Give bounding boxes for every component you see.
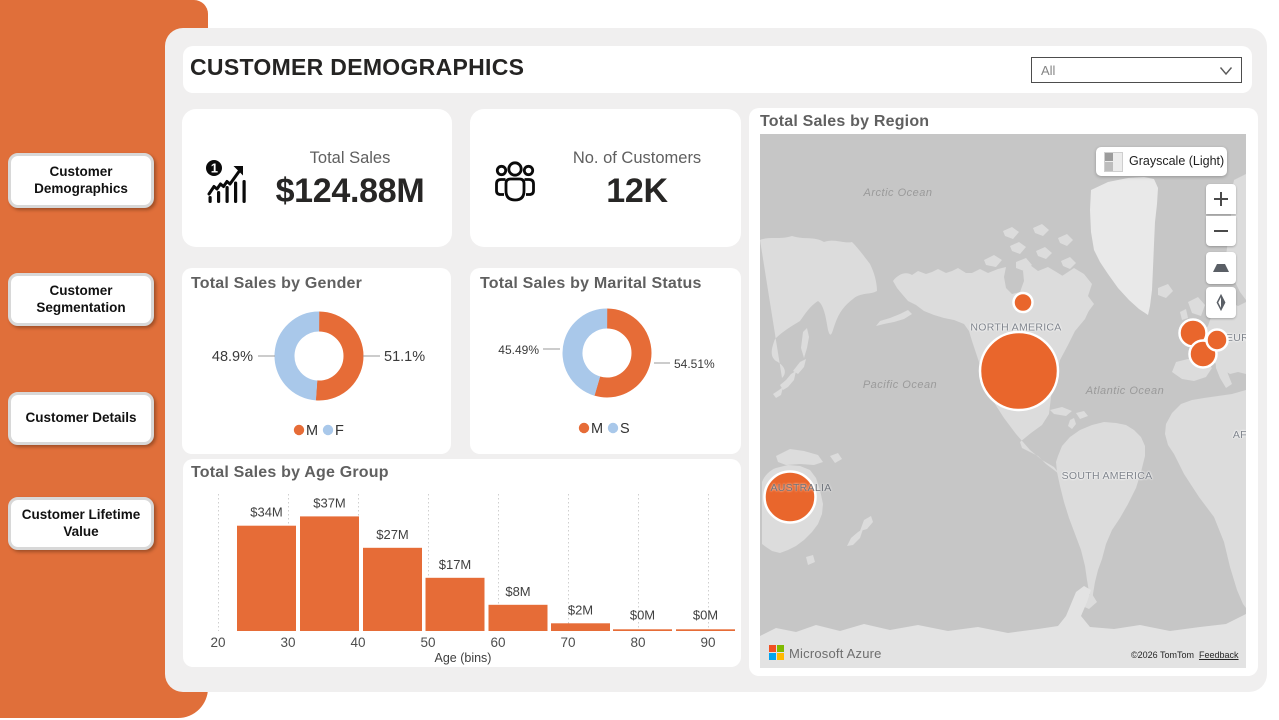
svg-text:$17M: $17M bbox=[439, 557, 472, 572]
svg-text:Age (bins): Age (bins) bbox=[435, 651, 492, 665]
svg-text:30: 30 bbox=[280, 635, 295, 650]
svg-text:M: M bbox=[306, 423, 318, 439]
svg-text:Arctic Ocean: Arctic Ocean bbox=[863, 187, 933, 199]
svg-text:M: M bbox=[591, 421, 603, 437]
svg-text:60: 60 bbox=[490, 635, 505, 650]
svg-text:$34M: $34M bbox=[250, 505, 283, 520]
svg-text:20: 20 bbox=[210, 635, 225, 650]
svg-text:EUROPE: EUROPE bbox=[1226, 332, 1246, 344]
svg-text:SOUTH AMERICA: SOUTH AMERICA bbox=[1062, 470, 1153, 482]
svg-text:Pacific Ocean: Pacific Ocean bbox=[863, 379, 937, 391]
svg-text:1: 1 bbox=[211, 161, 218, 176]
svg-text:40: 40 bbox=[350, 635, 365, 650]
svg-text:$2M: $2M bbox=[568, 602, 593, 617]
svg-text:NORTH AMERICA: NORTH AMERICA bbox=[970, 322, 1061, 334]
svg-text:S: S bbox=[620, 421, 630, 437]
svg-text:50: 50 bbox=[420, 635, 435, 650]
svg-text:$37M: $37M bbox=[313, 495, 346, 510]
svg-text:51.1%: 51.1% bbox=[384, 349, 425, 365]
svg-text:48.9%: 48.9% bbox=[212, 349, 253, 365]
svg-text:$0M: $0M bbox=[693, 607, 718, 622]
svg-text:Atlantic Ocean: Atlantic Ocean bbox=[1085, 385, 1165, 397]
svg-text:$8M: $8M bbox=[505, 584, 530, 599]
svg-text:AFRICA: AFRICA bbox=[1233, 429, 1246, 441]
svg-text:70: 70 bbox=[560, 635, 575, 650]
svg-text:$27M: $27M bbox=[376, 527, 409, 542]
svg-text:AUSTRALIA: AUSTRALIA bbox=[770, 482, 831, 494]
svg-text:F: F bbox=[335, 423, 344, 439]
svg-text:80: 80 bbox=[630, 635, 645, 650]
svg-text:54.51%: 54.51% bbox=[674, 357, 715, 371]
svg-text:45.49%: 45.49% bbox=[498, 343, 539, 357]
svg-text:$0M: $0M bbox=[630, 607, 655, 622]
svg-text:90: 90 bbox=[700, 635, 715, 650]
